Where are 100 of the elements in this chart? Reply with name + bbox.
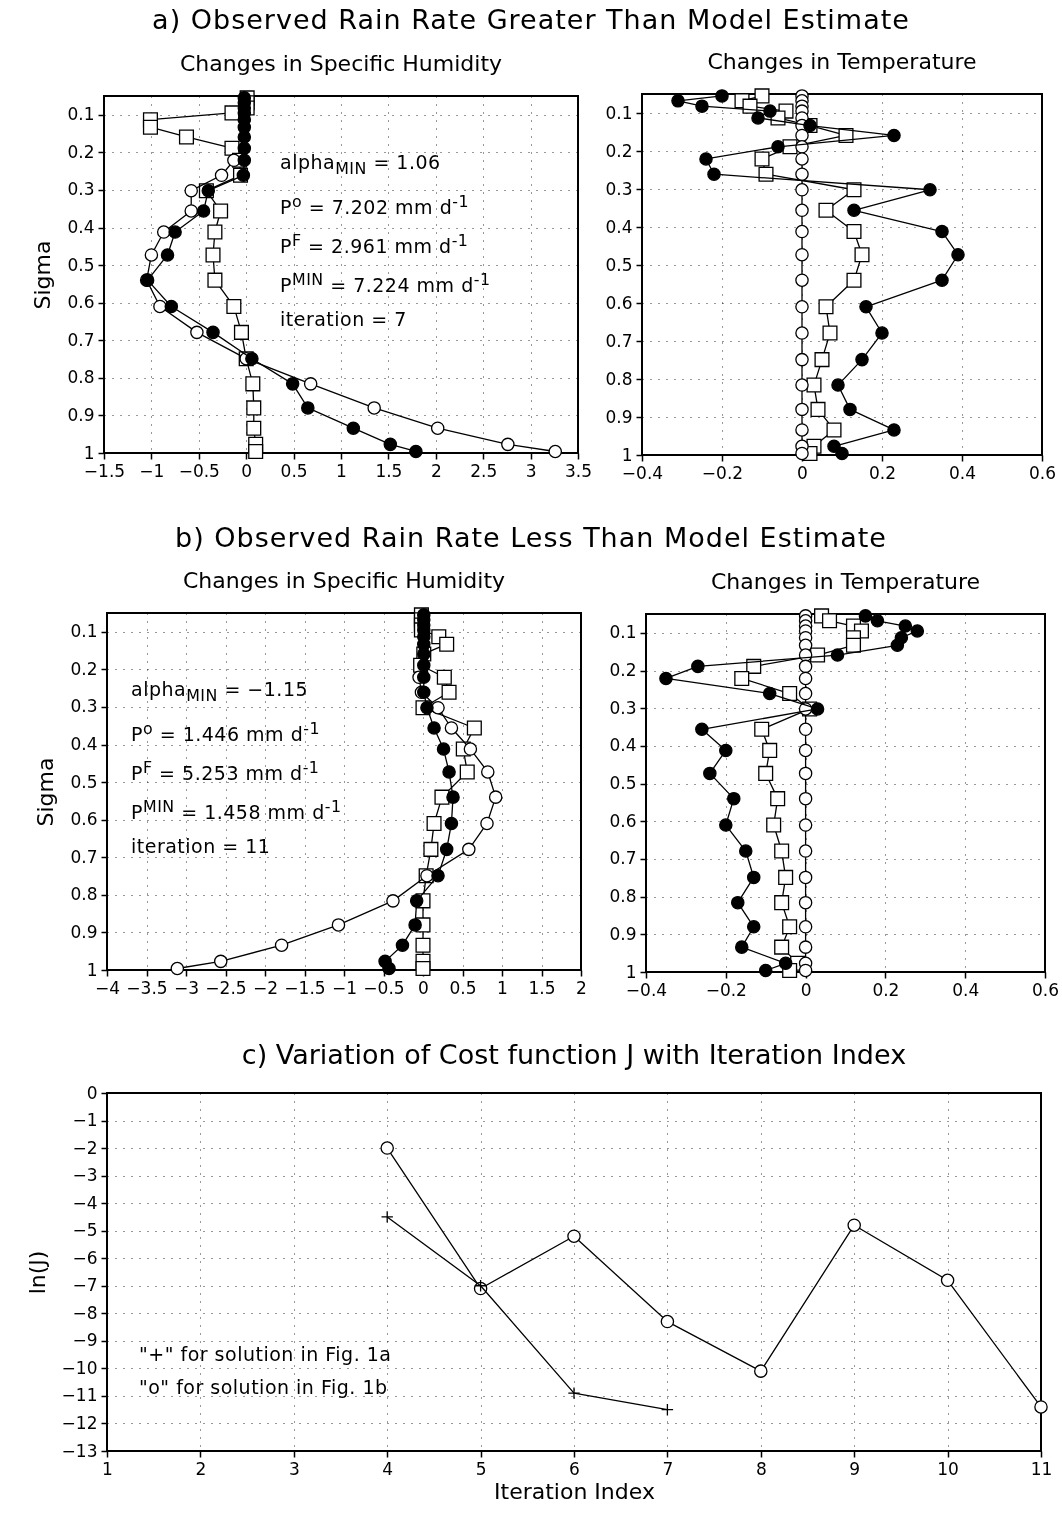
y-tick-label: 0.5: [67, 254, 95, 275]
y-axis-title: Sigma: [30, 240, 56, 310]
x-tick-label: 2: [430, 460, 442, 481]
y-tick-label: 0.1: [609, 622, 637, 643]
y-tick-label: 0.3: [609, 697, 637, 718]
y-tick-label: 0.5: [609, 773, 637, 794]
x-tick-label: 2: [195, 1458, 207, 1479]
y-tick-label: −11: [61, 1385, 98, 1406]
y-tick-label: 0.8: [70, 884, 98, 905]
x-tick-label: −0.5: [178, 460, 220, 481]
y-tick-label: 1: [621, 444, 633, 465]
y-tick-label: −8: [72, 1302, 98, 1323]
x-tick-label: 0: [241, 460, 253, 481]
x-tick-label: −0.2: [705, 979, 747, 1000]
y-tick-label: 0.5: [70, 771, 98, 792]
y-tick-label: 1: [625, 961, 637, 982]
y-tick-label: 1: [83, 442, 95, 463]
x-tick-label: −0.4: [625, 979, 668, 1000]
chart-title: Changes in Temperature: [710, 569, 981, 595]
x-tick-label: 0.4: [948, 462, 977, 483]
y-tick-label: 0.7: [70, 846, 98, 867]
y-tick-label: −3: [72, 1165, 98, 1186]
y-tick-label: 0.7: [609, 848, 637, 869]
y-axis-title: Sigma: [33, 757, 59, 827]
x-tick-label: −1: [139, 460, 165, 481]
x-tick-label: 9: [849, 1458, 861, 1479]
x-tick-label: −2: [252, 977, 279, 998]
y-tick-label: −1: [72, 1110, 98, 1131]
y-tick-label: 0.8: [605, 368, 633, 389]
y-tick-label: −12: [61, 1412, 98, 1433]
y-tick-label: 0.4: [609, 735, 637, 756]
x-tick-label: 0: [797, 462, 808, 483]
y-tick-label: 0.3: [67, 179, 95, 200]
y-tick-label: 0.9: [67, 404, 95, 425]
y-tick-label: 0.9: [605, 406, 633, 427]
y-tick-label: 0.9: [70, 921, 98, 942]
x-tick-label: 0.5: [449, 977, 477, 998]
x-tick-label: −1.5: [284, 977, 326, 998]
x-tick-label: 1.5: [375, 460, 403, 481]
x-tick-label: 2: [576, 977, 587, 998]
annotation: P$^{F}$ = 2.961 mm d$^{-1}$: [280, 231, 469, 258]
y-tick-label: 0.6: [67, 292, 95, 313]
y-tick-label: 0.7: [67, 329, 95, 350]
y-tick-label: 0.5: [605, 254, 633, 275]
x-tick-label: 0.6: [1028, 462, 1057, 483]
y-tick-label: 0.1: [605, 102, 633, 123]
x-tick-label: 1.5: [528, 977, 556, 998]
y-tick-label: 0.2: [70, 658, 98, 679]
x-tick-label: 8: [755, 1458, 767, 1479]
x-tick-label: 0: [418, 977, 429, 998]
y-tick-label: 0.1: [67, 104, 95, 125]
x-tick-label: 2.5: [470, 460, 498, 481]
y-tick-label: −13: [61, 1440, 98, 1461]
annotation: iteration = 11: [131, 834, 271, 857]
y-tick-label: 0.2: [609, 660, 637, 681]
x-tick-label: 4: [382, 1458, 394, 1479]
x-tick-label: −3.5: [126, 977, 168, 998]
y-tick-label: 0.8: [67, 367, 95, 388]
y-tick-label: 0.4: [70, 734, 98, 755]
x-tick-label: 11: [1030, 1458, 1053, 1479]
x-tick-label: 3: [525, 460, 537, 481]
y-tick-label: 0.2: [67, 141, 95, 162]
x-tick-label: 0.4: [952, 979, 980, 1000]
x-tick-label: −0.4: [621, 462, 664, 483]
annotation: P$^{o}$ = 7.202 mm d$^{-1}$: [280, 191, 470, 219]
annotation: iteration = 7: [280, 307, 407, 330]
x-tick-label: −0.2: [701, 462, 744, 483]
y-tick-label: 0.4: [67, 217, 95, 238]
chart-subtitle: Changes in Specific Humidity: [179, 51, 503, 77]
annotation: P$^{MIN}$ = 1.458 mm d$^{-1}$: [131, 797, 342, 824]
annotation: P$^{F}$ = 5.253 mm d$^{-1}$: [131, 758, 320, 785]
y-tick-label: 0: [86, 1082, 98, 1103]
y-tick-label: 0.6: [609, 810, 637, 831]
annotation: alpha$_{MIN}$ = 1.06: [280, 151, 441, 178]
x-tick-label: 3: [288, 1458, 300, 1479]
chart-title: a) Observed Rain Rate Greater Than Model Estimate: [151, 4, 911, 35]
x-tick-label: 0.2: [868, 462, 897, 483]
y-tick-label: 0.2: [605, 140, 633, 161]
y-axis-title: ln(J): [24, 1250, 50, 1295]
x-tick-label: 0: [800, 979, 812, 1000]
annotation: P$^{o}$ = 1.446 mm d$^{-1}$: [131, 718, 321, 746]
x-tick-label: 10: [937, 1458, 959, 1479]
y-tick-label: −2: [72, 1137, 98, 1158]
chart-title: Changes in Temperature: [707, 49, 977, 75]
x-tick-label: −1.5: [83, 460, 126, 481]
x-tick-label: 7: [662, 1458, 674, 1479]
y-tick-label: 0.3: [70, 696, 98, 717]
y-tick-label: −4: [72, 1192, 98, 1213]
y-tick-label: −9: [72, 1330, 98, 1351]
x-tick-label: −0.5: [363, 977, 405, 998]
y-tick-label: 0.8: [609, 886, 637, 907]
x-tick-label: 3.5: [564, 460, 593, 481]
y-tick-label: −10: [61, 1357, 98, 1378]
x-axis-title: Iteration Index: [494, 1478, 655, 1504]
y-tick-label: 0.7: [605, 330, 633, 351]
y-tick-label: 0.9: [609, 923, 637, 944]
y-tick-label: −7: [72, 1275, 98, 1296]
chart-subtitle: Changes in Specific Humidity: [182, 568, 506, 594]
annotation: "o" for solution in Fig. 1b: [139, 1376, 388, 1398]
chart-title: b) Observed Rain Rate Less Than Model Estimate: [174, 522, 888, 553]
